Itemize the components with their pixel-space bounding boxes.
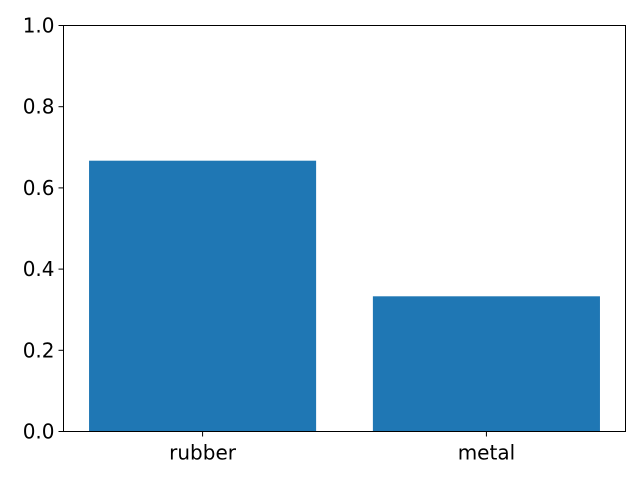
y-tick-label: 0.0 xyxy=(23,420,55,444)
y-axis-ticks: 0.0 0.2 0.4 0.6 0.8 1.0 xyxy=(23,14,64,444)
bar-rubber xyxy=(89,160,317,432)
y-tick-label: 0.2 xyxy=(23,338,55,362)
y-tick-label: 0.6 xyxy=(23,176,55,200)
bars-group xyxy=(89,160,600,432)
x-tick-label: metal xyxy=(458,441,515,465)
x-tick-label: rubber xyxy=(169,441,237,465)
y-tick-label: 0.4 xyxy=(23,257,55,281)
y-tick-label: 0.8 xyxy=(23,95,55,119)
plot-frame xyxy=(63,25,626,432)
y-tick-label: 1.0 xyxy=(23,14,55,38)
bar-metal xyxy=(372,296,600,432)
x-axis-ticks: rubber metal xyxy=(169,431,515,465)
